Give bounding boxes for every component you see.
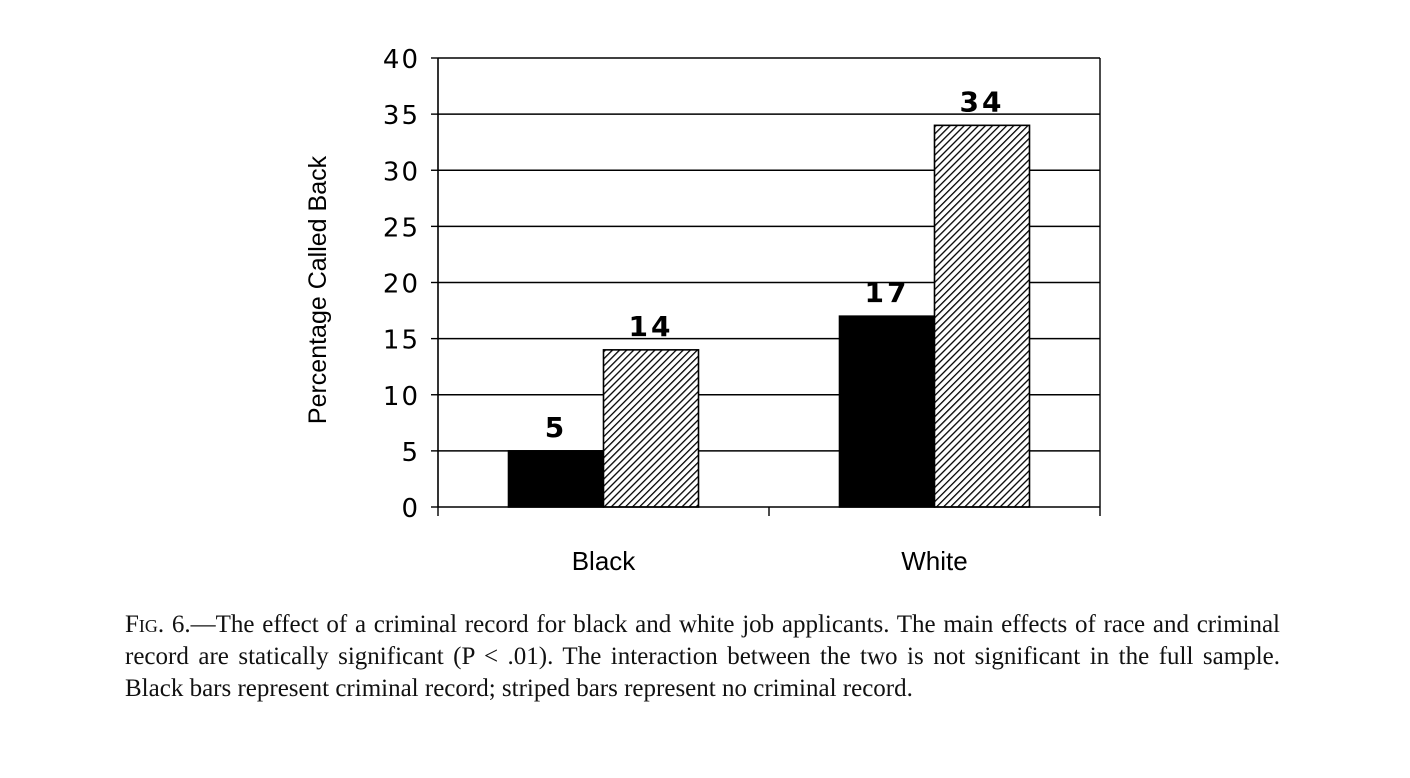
- y-tick-label: 10: [383, 382, 420, 412]
- bar: [933, 124, 1031, 508]
- y-tick-label: 30: [383, 157, 420, 187]
- axes: [431, 57, 1101, 516]
- y-tick-label: 40: [383, 45, 420, 75]
- y-tick-label: 15: [383, 326, 420, 356]
- figure-label: Fig. 6.: [125, 611, 191, 638]
- data-label: 5: [545, 411, 567, 444]
- y-tick-label: 5: [401, 438, 420, 468]
- data-label: 17: [865, 276, 910, 309]
- data-label: 14: [629, 310, 674, 343]
- gridlines: [438, 57, 1100, 452]
- y-tick-label: 25: [383, 213, 420, 243]
- x-category-label: Black: [572, 546, 637, 576]
- labels: 0 5 10 15 20 25 30 35 40 5 14 Black 17 34 White: [383, 45, 1005, 576]
- bar: [838, 315, 936, 508]
- x-category-label: White: [901, 546, 967, 576]
- bar: [507, 450, 605, 508]
- bar-chart: 0 5 10 15 20 25 30 35 40 5 14 Black 17 34 White Percen…: [304, 45, 1101, 576]
- y-tick-label: 20: [383, 270, 420, 300]
- y-tick-label: 0: [401, 494, 420, 524]
- data-label: 34: [960, 85, 1005, 118]
- bar: [602, 349, 700, 508]
- y-axis-title: Percentage Called Back: [304, 155, 332, 424]
- figure-caption: Fig. 6.—The effect of a criminal record …: [125, 609, 1280, 705]
- caption-text: —The effect of a criminal record for bla…: [125, 611, 1280, 702]
- y-tick-label: 35: [383, 101, 420, 131]
- bars: [507, 124, 1031, 508]
